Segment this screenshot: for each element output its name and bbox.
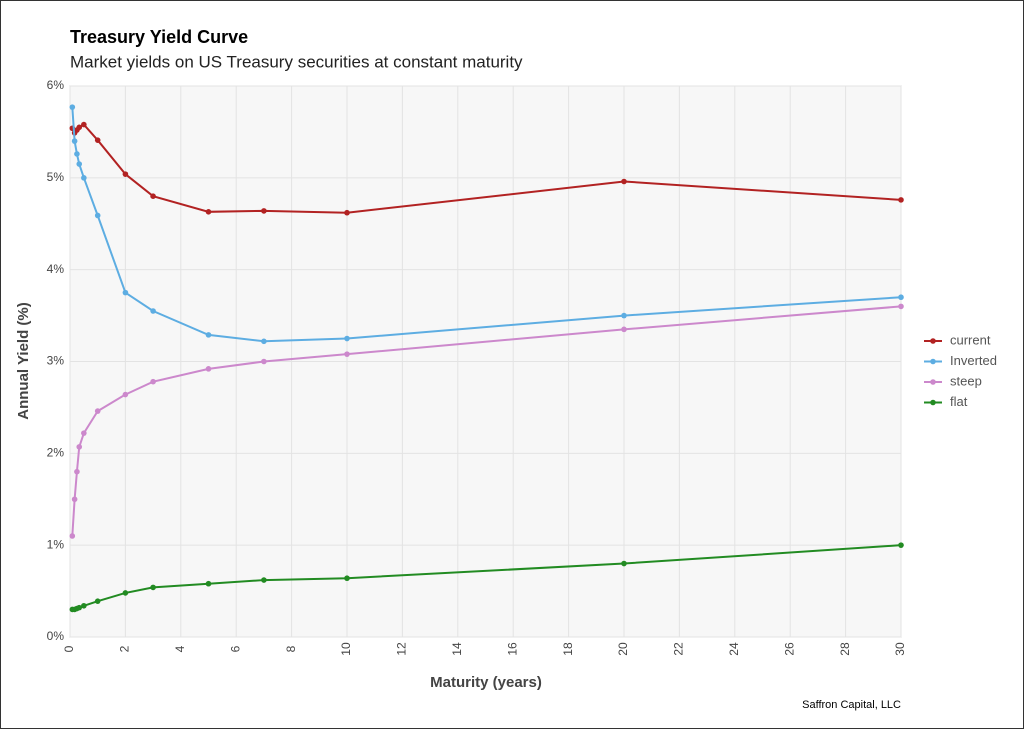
x-tick-label: 16 bbox=[505, 642, 519, 656]
data-point bbox=[261, 338, 267, 345]
data-point bbox=[81, 121, 87, 128]
data-point bbox=[898, 303, 904, 310]
data-point bbox=[205, 209, 212, 215]
data-point bbox=[69, 104, 76, 110]
data-point bbox=[81, 175, 87, 181]
x-tick-label: 8 bbox=[284, 645, 298, 652]
data-point bbox=[76, 604, 83, 611]
y-tick-label: 4% bbox=[47, 262, 65, 276]
legend-swatch-dot bbox=[930, 379, 936, 385]
data-point bbox=[621, 178, 627, 185]
data-point bbox=[621, 560, 627, 567]
data-point bbox=[150, 193, 156, 199]
x-tick-label: 20 bbox=[616, 642, 630, 656]
data-point bbox=[621, 326, 627, 333]
data-point bbox=[94, 212, 101, 219]
data-point bbox=[205, 332, 212, 338]
data-point bbox=[261, 208, 267, 214]
x-tick-label: 2 bbox=[118, 645, 132, 652]
data-point bbox=[81, 430, 87, 436]
y-tick-label: 6% bbox=[47, 78, 65, 92]
y-tick-label: 1% bbox=[47, 537, 65, 551]
x-axis-title: Maturity (years) bbox=[430, 674, 542, 691]
data-point bbox=[205, 366, 212, 372]
data-point bbox=[69, 533, 76, 539]
x-tick-label: 12 bbox=[395, 642, 409, 656]
legend-label: current bbox=[950, 332, 991, 347]
legend-label: Inverted bbox=[950, 353, 997, 368]
data-point bbox=[344, 575, 350, 582]
data-point bbox=[150, 584, 156, 591]
x-tick-label: 28 bbox=[838, 642, 852, 656]
data-point bbox=[150, 378, 156, 385]
x-tick-label: 24 bbox=[727, 642, 741, 656]
caption: Saffron Capital, LLC bbox=[802, 699, 901, 711]
x-tick-label: 4 bbox=[173, 645, 187, 652]
x-tick-label: 18 bbox=[561, 642, 575, 656]
legend-swatch-dot bbox=[930, 358, 936, 365]
data-point bbox=[122, 171, 129, 177]
data-point bbox=[150, 308, 156, 314]
data-point bbox=[261, 577, 267, 583]
x-tick-label: 0 bbox=[62, 645, 76, 652]
data-point bbox=[344, 209, 350, 216]
data-point bbox=[94, 408, 101, 414]
y-axis-title: Annual Yield (%) bbox=[15, 302, 32, 420]
data-point bbox=[344, 351, 350, 357]
data-point bbox=[122, 391, 129, 398]
data-point bbox=[71, 496, 78, 503]
legend-swatch-dot bbox=[930, 399, 936, 406]
data-point bbox=[71, 138, 78, 144]
x-tick-label: 6 bbox=[228, 645, 242, 652]
data-point bbox=[621, 312, 627, 319]
data-point bbox=[898, 542, 904, 548]
data-point bbox=[205, 580, 212, 587]
legend-label: flat bbox=[950, 394, 968, 409]
data-point bbox=[898, 197, 904, 203]
x-tick-label: 26 bbox=[782, 642, 796, 656]
chart-title: Treasury Yield Curve bbox=[70, 27, 248, 47]
legend-label: steep bbox=[950, 373, 982, 388]
data-point bbox=[76, 444, 83, 450]
x-tick-label: 22 bbox=[672, 642, 686, 656]
data-point bbox=[81, 602, 87, 609]
y-tick-label: 2% bbox=[47, 446, 65, 460]
data-point bbox=[74, 151, 80, 157]
data-point bbox=[74, 468, 80, 475]
data-point bbox=[344, 335, 350, 342]
data-point bbox=[261, 358, 267, 365]
x-tick-label: 10 bbox=[339, 642, 353, 656]
data-point bbox=[94, 137, 101, 143]
data-point bbox=[122, 590, 129, 596]
y-tick-label: 0% bbox=[47, 629, 65, 643]
data-point bbox=[76, 161, 83, 167]
y-tick-label: 3% bbox=[47, 354, 65, 368]
data-point bbox=[76, 124, 83, 131]
x-tick-label: 30 bbox=[893, 642, 907, 656]
x-tick-label: 14 bbox=[450, 642, 464, 656]
data-point bbox=[122, 289, 129, 296]
legend-swatch-dot bbox=[930, 338, 936, 344]
chart-subtitle: Market yields on US Treasury securities … bbox=[70, 52, 523, 71]
data-point bbox=[898, 294, 904, 301]
data-point bbox=[94, 598, 101, 604]
y-tick-label: 5% bbox=[47, 170, 65, 184]
